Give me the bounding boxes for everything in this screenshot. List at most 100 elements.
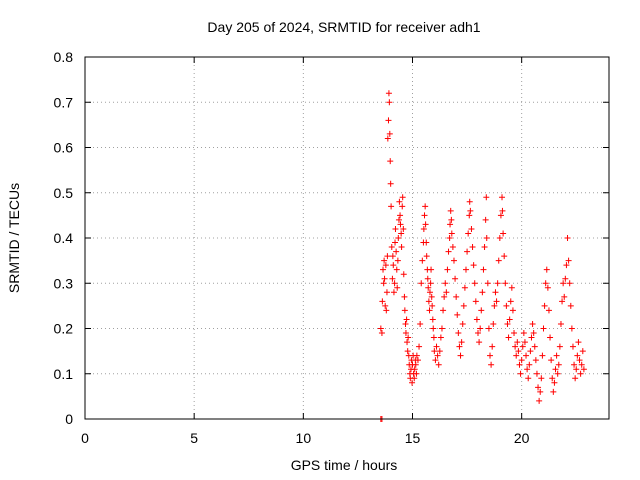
y-tick-label: 0 (65, 411, 73, 427)
data-point (559, 298, 566, 305)
data-point (480, 266, 487, 273)
data-point (377, 325, 384, 332)
data-point (545, 307, 552, 314)
x-tick-label: 5 (190, 430, 198, 446)
data-point (381, 257, 388, 264)
y-tick-label: 0.3 (54, 275, 74, 291)
data-point (477, 325, 484, 332)
x-tick-label: 10 (296, 430, 312, 446)
data-point (479, 289, 486, 296)
x-tick-label: 0 (81, 430, 89, 446)
data-point (557, 320, 564, 327)
data-point (418, 280, 425, 287)
data-point (511, 330, 518, 337)
data-point (385, 90, 392, 97)
data-point (489, 343, 496, 350)
data-point (425, 284, 432, 291)
plot-frame (84, 56, 610, 420)
data-point (492, 289, 499, 296)
data-point (403, 316, 410, 323)
data-point (405, 334, 412, 341)
x-tick-label: 15 (405, 430, 421, 446)
data-point (568, 325, 575, 332)
data-point (531, 343, 538, 350)
data-point (400, 225, 407, 232)
data-point (449, 244, 456, 251)
data-point (512, 343, 519, 350)
data-point (572, 375, 579, 382)
axis-ticks: 0 0.1 0.2 0.3 0.4 0.5 0.6 0.7 0.8 0 5 10 15 20 (54, 49, 609, 446)
data-point (441, 293, 448, 300)
data-point (519, 343, 526, 350)
data-point (392, 225, 399, 232)
y-tick-label: 0.7 (54, 94, 74, 110)
data-point (467, 207, 474, 214)
data-point (398, 244, 405, 251)
data-point (518, 357, 525, 364)
data-point (551, 379, 558, 386)
data-point (413, 352, 420, 359)
data-point (392, 239, 399, 246)
data-point (579, 348, 586, 355)
data-point (412, 361, 419, 368)
data-point (399, 194, 406, 201)
data-point (495, 257, 502, 264)
data-point (548, 357, 555, 364)
data-point (555, 361, 562, 368)
data-point (428, 266, 435, 273)
data-point (401, 307, 408, 314)
data-point (393, 248, 400, 255)
data-point (562, 275, 569, 282)
data-point (577, 370, 584, 377)
data-point (520, 330, 527, 337)
data-point (508, 284, 515, 291)
data-point (514, 339, 521, 346)
data-point (541, 302, 548, 309)
data-point (505, 334, 512, 341)
data-point (538, 375, 545, 382)
data-point (383, 289, 390, 296)
data-point (419, 257, 426, 264)
data-point (563, 262, 570, 269)
data-point (447, 221, 454, 228)
data-point (428, 293, 435, 300)
data-point (540, 325, 547, 332)
chart-title: Day 205 of 2024, SRMTID for receiver adh… (207, 19, 480, 35)
data-points (377, 90, 587, 422)
y-tick-label: 0.1 (54, 366, 74, 382)
data-point (420, 225, 427, 232)
data-point (469, 244, 476, 251)
data-point (396, 198, 403, 205)
data-point (574, 352, 581, 359)
data-point (432, 357, 439, 364)
data-point (523, 352, 530, 359)
data-point (438, 325, 445, 332)
data-point (536, 397, 543, 404)
data-point (386, 99, 393, 106)
data-point (550, 388, 557, 395)
data-point (423, 239, 430, 246)
data-point (481, 244, 488, 251)
y-tick-label: 0.5 (54, 185, 74, 201)
data-point (431, 348, 438, 355)
data-point (424, 275, 431, 282)
data-point (384, 135, 391, 142)
data-point (425, 298, 432, 305)
data-point (445, 248, 452, 255)
data-point (384, 253, 391, 260)
data-point (537, 388, 544, 395)
data-point (381, 275, 388, 282)
data-point (397, 221, 404, 228)
data-point (411, 366, 418, 373)
data-point (459, 320, 466, 327)
data-point (530, 330, 537, 337)
data-point (417, 320, 424, 327)
data-point (423, 253, 430, 260)
data-point (404, 339, 411, 346)
data-point (413, 370, 420, 377)
data-point (390, 262, 397, 269)
data-point (573, 366, 580, 373)
data-point (466, 198, 473, 205)
data-point (460, 302, 467, 309)
